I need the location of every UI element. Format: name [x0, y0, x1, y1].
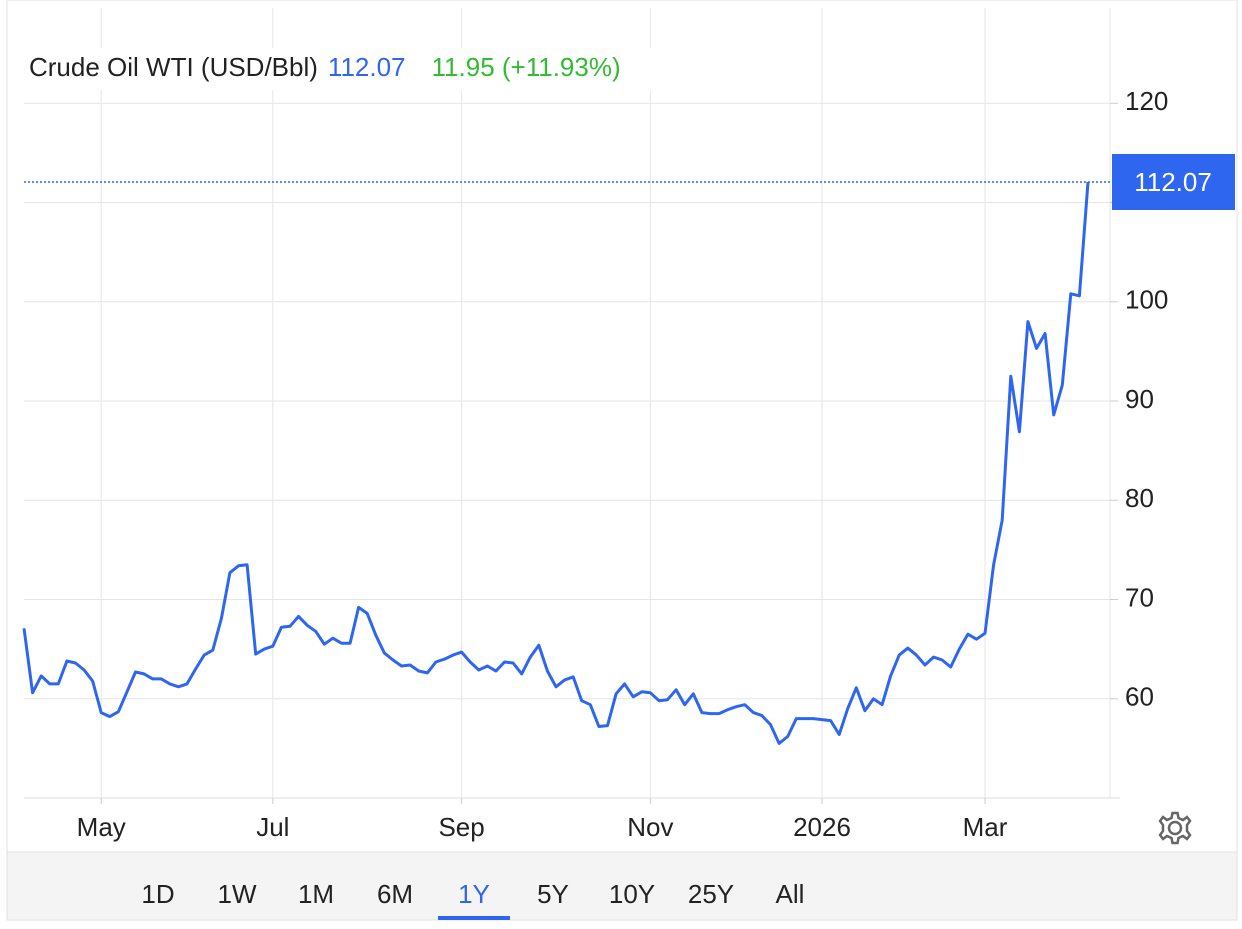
x-tick-label: Jul: [256, 812, 289, 842]
range-button[interactable]: 25Y: [688, 879, 734, 909]
x-tick-label: 2026: [793, 812, 851, 842]
last-price-tag-label: 112.07: [1134, 167, 1212, 197]
range-underline: [438, 916, 510, 920]
x-tick-label: May: [77, 812, 126, 842]
last-price: 112.07: [328, 52, 406, 82]
y-tick-label: 80: [1125, 483, 1154, 513]
y-tick-label: 60: [1125, 682, 1154, 712]
x-tick-label: Mar: [963, 812, 1008, 842]
x-tick-label: Sep: [438, 812, 484, 842]
range-button[interactable]: 1M: [298, 879, 334, 909]
y-tick-label: 90: [1125, 384, 1154, 414]
range-button[interactable]: 6M: [377, 879, 413, 909]
range-button[interactable]: 1D: [141, 879, 174, 909]
y-tick-label: 70: [1125, 582, 1154, 612]
header: Crude Oil WTI (USD/Bbl) 112.07 11.95 (+11.…: [29, 52, 621, 82]
x-tick-label: Nov: [627, 812, 673, 842]
range-button[interactable]: 1Y: [458, 879, 490, 909]
y-tick-label: 100: [1125, 285, 1168, 315]
y-tick-label: 120: [1125, 86, 1168, 116]
price-change: 11.95 (+11.93%): [432, 52, 621, 82]
settings-icon[interactable]: [1158, 811, 1192, 845]
frame: [6, 0, 1238, 921]
range-button[interactable]: All: [776, 879, 805, 909]
header-bg: [26, 48, 716, 90]
chart-title: Crude Oil WTI (USD/Bbl): [29, 52, 318, 82]
range-button[interactable]: 5Y: [537, 879, 569, 909]
range-bar: [6, 851, 1238, 921]
range-button[interactable]: 10Y: [609, 879, 655, 909]
last-price-tag: [1112, 153, 1235, 210]
price-line: [22, 181, 1090, 745]
grid: [24, 8, 1120, 804]
range-button[interactable]: 1W: [218, 879, 257, 909]
